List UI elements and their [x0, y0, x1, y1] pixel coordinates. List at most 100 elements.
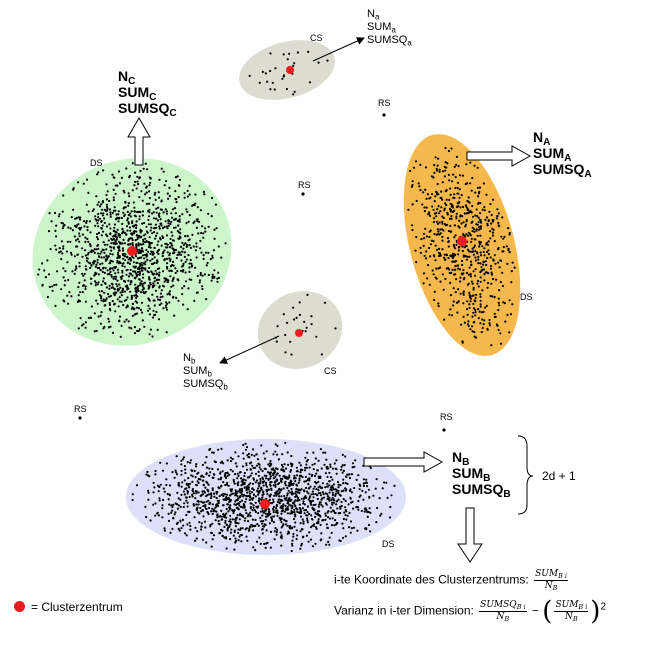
data-point — [286, 321, 289, 324]
data-point — [245, 498, 248, 501]
data-point — [195, 256, 198, 259]
data-point — [308, 496, 311, 499]
data-point — [454, 186, 457, 190]
data-point — [154, 198, 157, 201]
data-point — [287, 508, 290, 511]
data-point — [139, 265, 142, 268]
data-point — [306, 505, 310, 508]
data-point — [167, 222, 170, 225]
data-point — [482, 250, 485, 254]
data-point — [491, 198, 495, 201]
data-point — [275, 340, 278, 343]
data-point — [158, 267, 161, 270]
data-point — [234, 537, 237, 540]
data-point — [468, 201, 471, 204]
data-point — [187, 477, 190, 480]
data-point — [173, 207, 177, 210]
data-point — [157, 252, 160, 255]
data-point — [335, 521, 339, 525]
data-point — [317, 492, 320, 495]
data-point — [280, 521, 283, 524]
data-point — [47, 273, 51, 276]
data-point — [211, 277, 214, 280]
data-point — [115, 213, 118, 216]
data-point — [434, 259, 437, 262]
data-point — [114, 277, 117, 281]
formula-variance-lparen: ( — [542, 596, 553, 627]
data-point — [266, 493, 269, 496]
data-point — [223, 474, 227, 477]
data-point — [119, 291, 122, 294]
data-point — [477, 258, 480, 261]
data-point — [446, 213, 449, 216]
data-point — [117, 234, 120, 237]
data-point — [112, 196, 115, 199]
data-point — [96, 203, 99, 206]
data-point — [140, 190, 143, 193]
data-point — [213, 473, 216, 476]
data-point — [481, 208, 484, 211]
data-point — [184, 271, 187, 274]
data-point — [290, 464, 294, 467]
data-point — [187, 254, 190, 257]
data-point — [134, 283, 137, 286]
data-point — [78, 240, 81, 243]
data-point — [158, 227, 161, 230]
data-point — [287, 489, 290, 492]
data-point — [136, 237, 139, 241]
data-point — [453, 236, 456, 239]
data-point — [229, 488, 232, 491]
data-point — [264, 518, 267, 521]
data-point — [233, 503, 236, 506]
data-point — [358, 495, 361, 498]
data-point — [324, 518, 327, 521]
data-point — [474, 256, 477, 259]
data-point — [276, 528, 279, 531]
data-point — [244, 517, 247, 520]
data-point — [134, 287, 137, 290]
data-point — [89, 277, 92, 280]
data-point — [340, 468, 343, 471]
data-point — [319, 494, 322, 497]
data-point — [442, 256, 446, 259]
data-point — [447, 256, 450, 260]
data-point — [476, 223, 479, 226]
data-point — [111, 260, 114, 263]
data-point — [161, 516, 164, 519]
data-point — [84, 268, 88, 271]
data-point — [108, 287, 111, 290]
data-point — [487, 272, 490, 275]
data-point — [341, 453, 344, 456]
data-point — [166, 492, 169, 496]
data-point — [221, 534, 224, 537]
data-point — [232, 480, 235, 483]
data-point — [143, 253, 146, 256]
data-point — [179, 232, 182, 235]
data-point — [316, 510, 319, 513]
data-point — [243, 519, 246, 522]
data-point — [147, 498, 150, 501]
data-point — [249, 511, 252, 514]
data-point — [186, 523, 189, 526]
data-point — [491, 220, 494, 223]
data-point — [441, 215, 444, 218]
data-point — [424, 227, 427, 230]
data-point — [196, 480, 199, 483]
data-point — [127, 192, 130, 195]
data-point — [266, 80, 269, 83]
data-point — [504, 320, 507, 323]
data-point — [148, 475, 151, 478]
data-point — [437, 302, 440, 305]
data-point — [118, 256, 121, 259]
data-point — [270, 481, 273, 484]
data-point — [409, 169, 412, 172]
data-point — [246, 515, 249, 518]
data-point — [51, 289, 54, 292]
data-point — [54, 244, 57, 247]
data-point — [239, 527, 242, 530]
data-point — [328, 491, 331, 494]
data-point — [131, 189, 134, 192]
data-point — [136, 270, 139, 274]
data-point — [110, 274, 113, 277]
data-point — [138, 273, 141, 276]
